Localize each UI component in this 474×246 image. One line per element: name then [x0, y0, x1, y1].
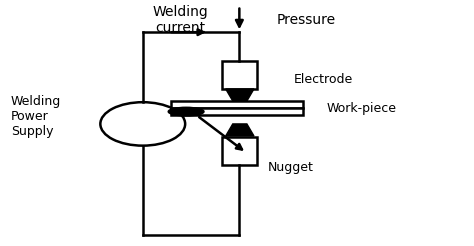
Text: Nugget: Nugget [268, 161, 313, 174]
Polygon shape [226, 124, 254, 136]
Bar [171, 108, 303, 115]
Text: Welding
Power
Supply: Welding Power Supply [11, 95, 61, 138]
Bar [171, 101, 303, 108]
Text: Pressure: Pressure [277, 13, 336, 27]
Bar [222, 61, 257, 89]
Polygon shape [226, 89, 254, 101]
Text: Electrode: Electrode [293, 73, 353, 86]
Text: Welding
current: Welding current [153, 5, 209, 35]
Bar [222, 137, 257, 165]
Text: Work-piece: Work-piece [327, 102, 397, 115]
Ellipse shape [168, 107, 204, 116]
